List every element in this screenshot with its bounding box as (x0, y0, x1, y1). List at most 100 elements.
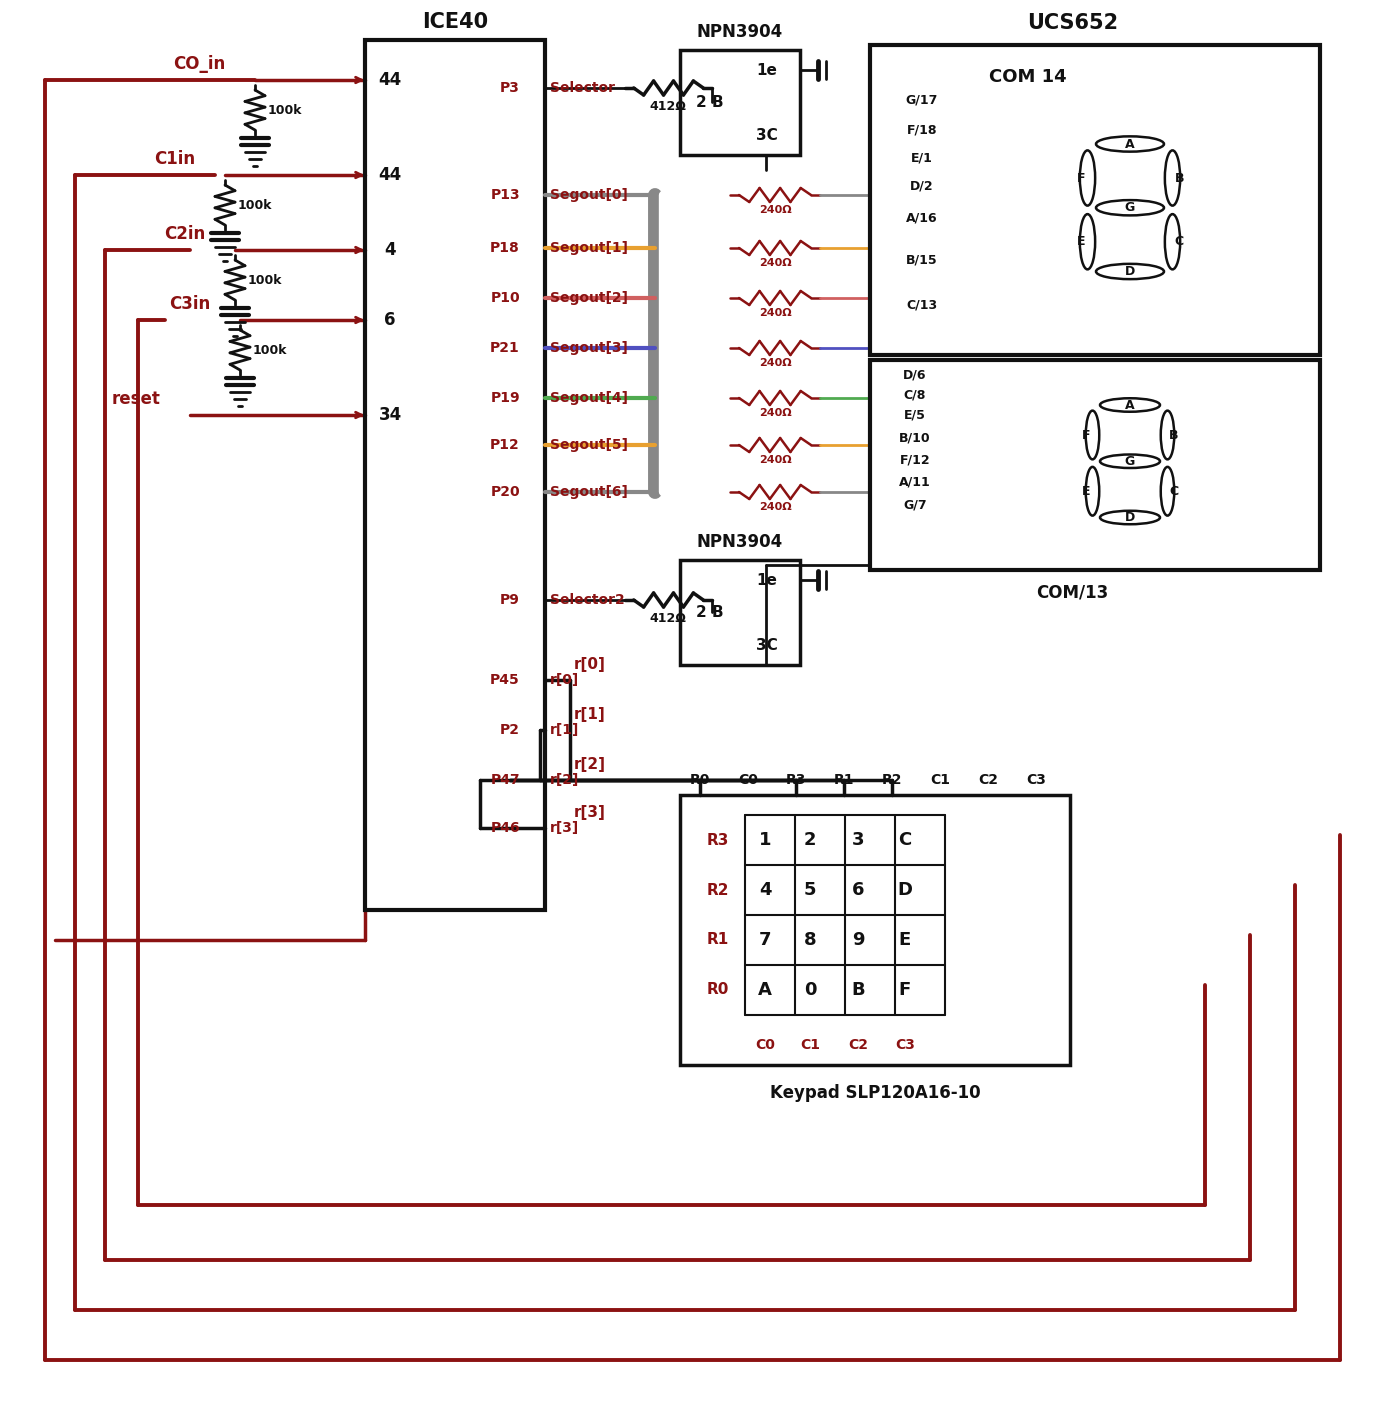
Text: B: B (1174, 171, 1184, 184)
Text: C/8: C/8 (904, 388, 926, 401)
Text: P9: P9 (500, 593, 520, 607)
Text: F: F (1083, 428, 1091, 441)
Text: R2: R2 (881, 773, 902, 787)
Text: ICE40: ICE40 (422, 11, 489, 31)
Text: 240Ω: 240Ω (759, 258, 791, 268)
Text: R1: R1 (706, 932, 729, 948)
Text: r[0]: r[0] (550, 673, 579, 687)
Text: C3: C3 (895, 1038, 915, 1052)
Text: 9: 9 (852, 931, 865, 950)
Bar (680, 50, 799, 156)
Text: Segout[5]: Segout[5] (550, 438, 627, 453)
Text: Segout[2]: Segout[2] (550, 291, 627, 306)
Text: C/13: C/13 (906, 298, 937, 311)
Text: B/10: B/10 (899, 431, 931, 444)
Text: C0: C0 (755, 1038, 775, 1052)
Text: A/16: A/16 (906, 211, 938, 224)
Text: C3in: C3in (169, 296, 210, 313)
Text: 240Ω: 240Ω (759, 456, 791, 466)
Text: NPN3904: NPN3904 (697, 533, 783, 551)
Text: E: E (1083, 484, 1091, 498)
Bar (870, 360, 1320, 570)
Text: C0: C0 (738, 773, 758, 787)
Text: Segout[6]: Segout[6] (550, 486, 627, 498)
Text: 240Ω: 240Ω (759, 358, 791, 368)
Text: P2: P2 (500, 723, 520, 737)
Text: G: G (1124, 201, 1135, 214)
Text: R3: R3 (706, 833, 729, 847)
Text: reset: reset (111, 390, 160, 408)
Text: r[2]: r[2] (550, 773, 579, 787)
Text: B: B (1169, 428, 1178, 441)
Text: 240Ω: 240Ω (759, 408, 791, 418)
Text: 412Ω: 412Ω (650, 100, 687, 113)
Text: Keypad SLP120A16-10: Keypad SLP120A16-10 (770, 1084, 980, 1102)
Text: C2: C2 (979, 773, 998, 787)
Text: R1: R1 (834, 773, 854, 787)
Text: F/12: F/12 (899, 454, 930, 467)
Text: G/7: G/7 (904, 498, 927, 511)
Text: R3: R3 (786, 773, 806, 787)
Text: Segout[1]: Segout[1] (550, 241, 627, 256)
Text: C2in: C2in (164, 226, 205, 243)
Text: F: F (1077, 171, 1085, 184)
Text: C3: C3 (1026, 773, 1047, 787)
Text: D/2: D/2 (911, 180, 934, 193)
Text: 5: 5 (804, 881, 816, 900)
Text: 8: 8 (804, 931, 816, 950)
Text: 44: 44 (379, 166, 401, 184)
Text: 100k: 100k (247, 274, 282, 287)
Text: COM/13: COM/13 (1037, 583, 1109, 601)
Text: P20: P20 (490, 486, 520, 498)
Text: R0: R0 (690, 773, 711, 787)
Text: E/1: E/1 (911, 151, 933, 164)
Text: C: C (1174, 236, 1184, 248)
Text: Segout[0]: Segout[0] (550, 188, 627, 201)
Text: G/17: G/17 (906, 93, 938, 107)
Text: r[3]: r[3] (575, 804, 607, 820)
Text: 1e: 1e (756, 63, 777, 77)
Text: Selector2: Selector2 (550, 593, 625, 607)
Text: C: C (898, 831, 912, 850)
Text: r[1]: r[1] (550, 723, 579, 737)
Bar (870, 46, 1320, 356)
Text: D/6: D/6 (904, 368, 927, 381)
Text: F: F (899, 981, 911, 1000)
Text: 4: 4 (759, 881, 772, 900)
Text: 412Ω: 412Ω (650, 611, 687, 624)
Text: 6: 6 (852, 881, 865, 900)
Text: D: D (1124, 266, 1135, 278)
Text: C1in: C1in (154, 150, 194, 169)
Text: C: C (1169, 484, 1178, 498)
Text: Segout[4]: Segout[4] (550, 391, 627, 406)
Text: E: E (899, 931, 911, 950)
Bar (680, 795, 1070, 1065)
Text: C2: C2 (848, 1038, 868, 1052)
Text: C1: C1 (930, 773, 949, 787)
Text: 1e: 1e (756, 573, 777, 587)
Text: P3: P3 (500, 81, 520, 96)
Text: r[3]: r[3] (550, 821, 579, 835)
Text: A/11: A/11 (899, 476, 931, 488)
Text: E: E (1077, 236, 1085, 248)
Text: B/15: B/15 (906, 254, 938, 267)
Text: 44: 44 (379, 71, 401, 89)
Text: P13: P13 (490, 188, 520, 201)
Text: Selector: Selector (550, 81, 615, 96)
Text: 6: 6 (384, 311, 396, 328)
Text: P18: P18 (490, 241, 520, 256)
Text: P21: P21 (490, 341, 520, 356)
Text: 0: 0 (804, 981, 816, 1000)
Text: 34: 34 (379, 406, 401, 424)
Text: A: A (758, 981, 772, 1000)
Text: G: G (1124, 454, 1135, 468)
Text: A: A (1126, 398, 1135, 411)
Text: NPN3904: NPN3904 (697, 23, 783, 41)
Text: P47: P47 (490, 773, 520, 787)
Text: Segout[3]: Segout[3] (550, 341, 627, 356)
Text: C1: C1 (799, 1038, 820, 1052)
Text: 2 B: 2 B (697, 94, 723, 110)
Text: 4: 4 (384, 241, 396, 258)
Text: D: D (898, 881, 912, 900)
Text: P46: P46 (490, 821, 520, 835)
